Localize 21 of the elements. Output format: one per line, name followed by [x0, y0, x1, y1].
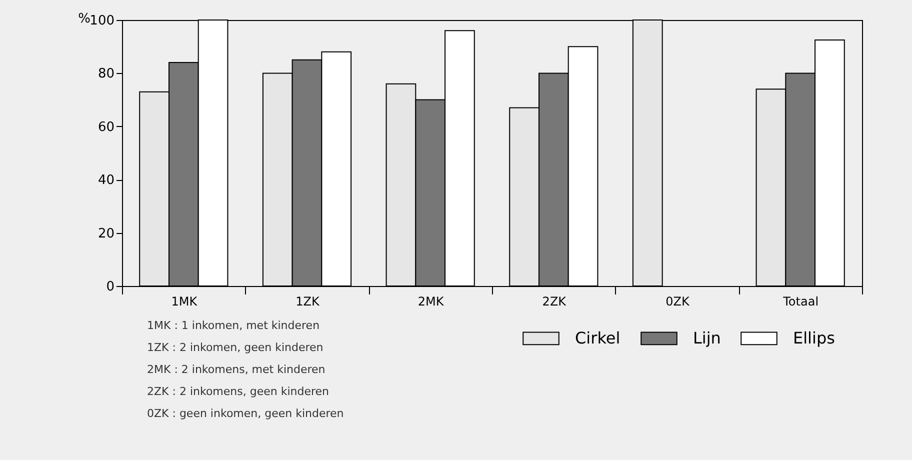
x-tick-label: 1ZK — [296, 294, 320, 308]
legend-label: Lijn — [693, 328, 721, 348]
legend-label: Cirkel — [575, 328, 620, 348]
text: 1MK : 1 inkomen, met kinderen — [147, 319, 320, 332]
x-tick-label: Totaal — [782, 294, 819, 308]
text: 2MK : 2 inkomens, met kinderen — [147, 363, 326, 376]
y-axis-title: % — [78, 12, 90, 26]
y-tick-label: 20 — [98, 226, 114, 242]
x-tick-label: 1MK — [171, 294, 198, 308]
x-tick-label: 0ZK — [666, 294, 690, 308]
text: 2ZK : 2 inkomens, geen kinderen — [147, 385, 330, 398]
x-tick-label: 2ZK — [542, 294, 568, 308]
y-tick-label: 40 — [98, 173, 114, 188]
legend-label: Ellips — [793, 328, 835, 348]
y-tick-label: 80 — [98, 66, 114, 82]
x-tick-label: 2MK — [418, 294, 445, 308]
y-tick-label: 60 — [98, 120, 114, 135]
y-tick-label: 100 — [90, 14, 114, 28]
text: 1ZK : 2 inkomen, geen kinderen — [147, 341, 324, 354]
text: 0ZK : geen inkomen, geen kinderen — [147, 407, 344, 420]
y-tick-label: 0 — [106, 280, 114, 294]
